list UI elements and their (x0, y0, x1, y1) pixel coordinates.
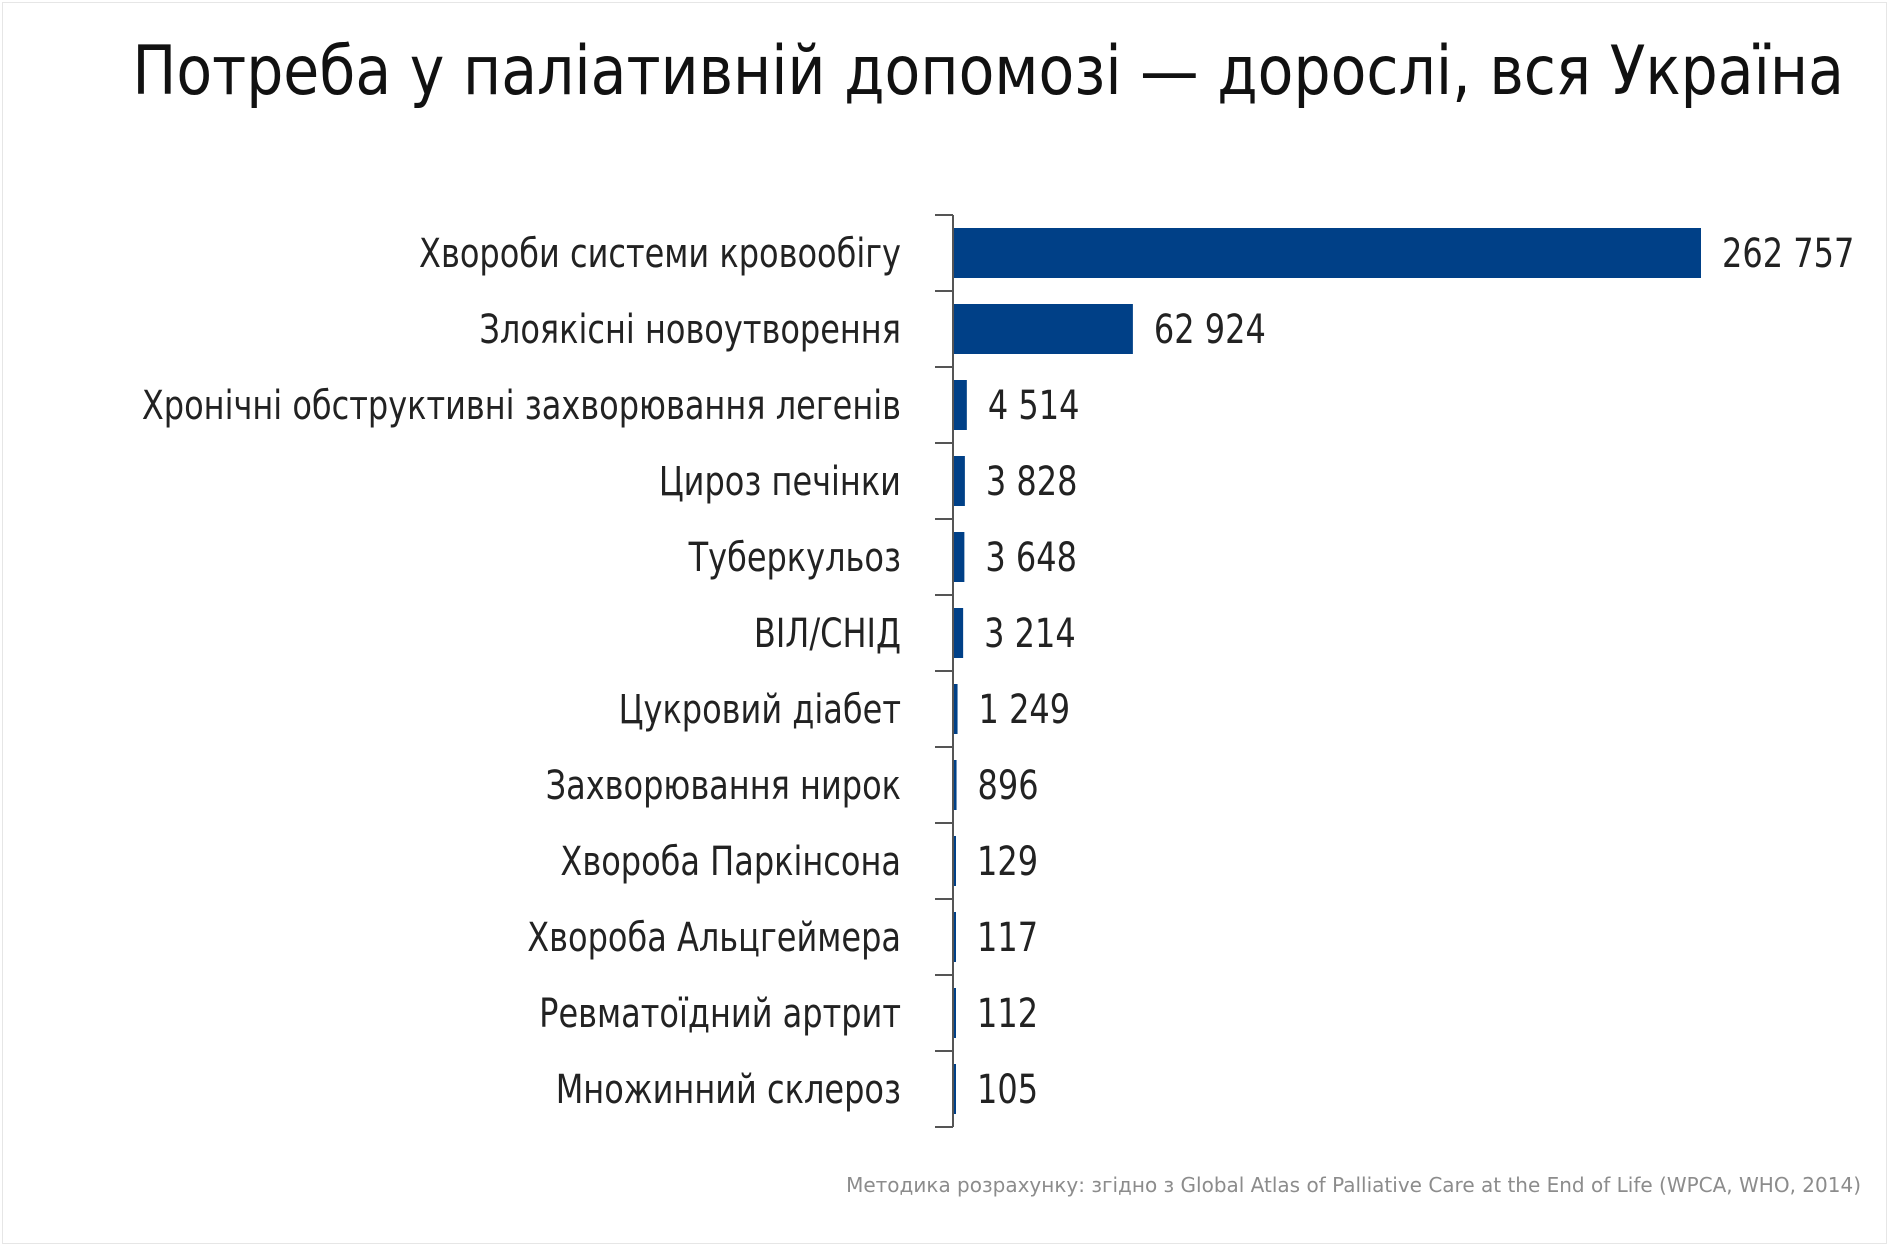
category-label: Хвороба Паркінсона (560, 837, 901, 884)
bar (954, 988, 956, 1038)
value-label: 112 (977, 989, 1038, 1036)
bar (954, 228, 1701, 278)
bar (954, 1064, 956, 1114)
bar (954, 304, 1133, 354)
value-label: 62 924 (1154, 305, 1266, 352)
value-label: 262 757 (1722, 229, 1854, 276)
category-label: Хвороба Альцгеймера (527, 913, 901, 960)
category-label: Ревматоїдний артрит (539, 989, 901, 1036)
value-label: 1 249 (979, 685, 1071, 732)
bar (954, 608, 964, 658)
source-note: Методика розрахунку: згідно з Global Atl… (846, 1173, 1861, 1197)
bar (954, 912, 956, 962)
bar (954, 380, 967, 430)
bar (954, 684, 958, 734)
category-label: Цироз печінки (659, 457, 901, 504)
value-label: 3 648 (985, 533, 1077, 580)
bar (954, 836, 956, 886)
bar (954, 760, 957, 810)
category-label: Хронічні обструктивні захворювання леген… (142, 381, 901, 428)
value-label: 105 (977, 1065, 1038, 1112)
category-label: Множинний склероз (556, 1065, 901, 1112)
bar (954, 532, 965, 582)
bar (954, 456, 965, 506)
category-label: Захворювання нирок (546, 761, 901, 808)
value-label: 3 214 (984, 609, 1076, 656)
value-label: 4 514 (988, 381, 1080, 428)
category-label: Хвороби системи кровообігу (419, 229, 901, 276)
chart-title: Потреба у паліативній допомозі — дорослі… (132, 32, 1844, 111)
category-label: Туберкульоз (688, 533, 901, 580)
category-label: Злоякісні новоутворення (479, 305, 901, 352)
value-label: 3 828 (986, 457, 1078, 504)
value-label: 117 (977, 913, 1038, 960)
category-label: Цукровий діабет (619, 685, 901, 732)
value-label: 129 (977, 837, 1038, 884)
category-label: ВІЛ/СНІД (754, 609, 901, 656)
value-label: 896 (978, 761, 1039, 808)
